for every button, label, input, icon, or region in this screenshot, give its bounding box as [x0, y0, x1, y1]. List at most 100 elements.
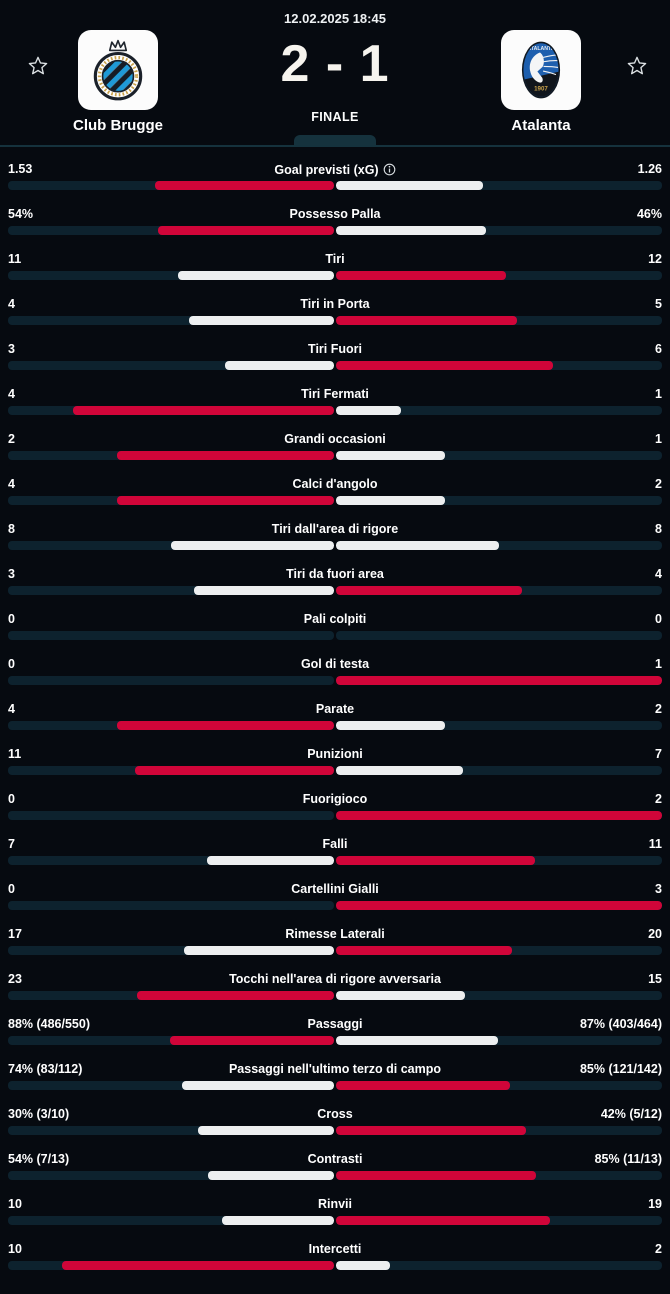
- stat-bar: [8, 721, 662, 730]
- home-team-logo[interactable]: [78, 30, 158, 110]
- stat-label-text: Gol di testa: [300, 657, 370, 671]
- away-value: 1: [655, 387, 662, 401]
- stat-bar-right-track: [336, 1081, 662, 1090]
- stat-bar-left-track: [8, 1261, 334, 1270]
- stat-label-text: Fuorigioco: [302, 792, 368, 806]
- stat-bar: [8, 361, 662, 370]
- stat-bar-right-fill: [336, 541, 499, 550]
- header-divider: [0, 145, 670, 147]
- stat-bar: [8, 1081, 662, 1090]
- stat-label-text: Tiri: [325, 252, 345, 266]
- stat-bar-right-fill: [336, 946, 513, 955]
- stat-row: 30% (3/10) Cross 42% (5/12): [0, 1100, 670, 1145]
- stat-bar: [8, 766, 662, 775]
- stat-bar-right-track: [336, 181, 662, 190]
- stat-bar-left-track: [8, 766, 334, 775]
- svg-text:ATALANTA: ATALANTA: [528, 46, 555, 52]
- stat-bar: [8, 451, 662, 460]
- home-value: 54% (7/13): [8, 1152, 70, 1166]
- stat-bar-right-fill: [336, 1216, 550, 1225]
- away-team-name[interactable]: Atalanta: [511, 117, 571, 134]
- club-brugge-crest-icon: [93, 39, 143, 101]
- home-team[interactable]: Club Brugge: [38, 30, 198, 134]
- stat-bar-left-track: [8, 316, 334, 325]
- match-status-finale: FINALE: [311, 110, 359, 124]
- away-value: 12: [648, 252, 662, 266]
- stat-bar-left-fill: [207, 856, 334, 865]
- stat-bar-left-track: [8, 181, 334, 190]
- stat-label: Rimesse Laterali: [148, 928, 522, 941]
- stat-bar-right-track: [336, 226, 662, 235]
- home-team-name[interactable]: Club Brugge: [73, 117, 163, 134]
- home-value: 3: [8, 567, 15, 581]
- stat-label: Falli: [148, 838, 522, 851]
- stat-label: Passaggi: [148, 1018, 522, 1031]
- home-value: 0: [8, 882, 15, 896]
- stat-label-text: Tiri in Porta: [300, 297, 370, 311]
- stat-bar-left-fill: [134, 766, 334, 775]
- stat-label-text: Passaggi nell'ultimo terzo di campo: [228, 1062, 442, 1076]
- stat-bar-left-fill: [136, 991, 334, 1000]
- stat-bar-right-track: [336, 1216, 662, 1225]
- home-value: 88% (486/550): [8, 1017, 91, 1031]
- favorite-star-home-icon[interactable]: [27, 55, 49, 77]
- stat-bar-right-fill: [336, 991, 465, 1000]
- stat-bar-left-track: [8, 1036, 334, 1045]
- stat-label: Cartellini Gialli: [148, 883, 522, 896]
- stat-bar-right-fill: [336, 226, 486, 235]
- away-value: 1: [655, 432, 662, 446]
- stat-label: Tocchi nell'area di rigore avversaria: [148, 973, 522, 986]
- stat-row: 11 Punizioni 7: [0, 740, 670, 785]
- stat-bar-right-track: [336, 316, 662, 325]
- stat-label-text: Intercetti: [308, 1242, 362, 1256]
- home-value: 0: [8, 657, 15, 671]
- away-value: 3: [655, 882, 662, 896]
- stat-bar-left-fill: [189, 316, 334, 325]
- stat-bar-right-fill: [336, 406, 402, 415]
- stat-label-text: Tiri Fuori: [308, 342, 362, 356]
- away-team-logo[interactable]: ATALANTA 1907: [501, 30, 581, 110]
- stat-bar: [8, 631, 662, 640]
- info-circle-icon[interactable]: [383, 163, 396, 176]
- favorite-star-away-icon[interactable]: [626, 55, 648, 77]
- stat-label-text: Goal previsti (xG): [274, 162, 379, 177]
- stat-bar-left-fill: [116, 721, 334, 730]
- stat-bar: [8, 901, 662, 910]
- stat-bar-left-fill: [182, 1081, 334, 1090]
- stat-bar: [8, 271, 662, 280]
- stat-bar: [8, 406, 662, 415]
- match-datetime: 12.02.2025 18:45: [284, 11, 386, 26]
- stat-bar-right-track: [336, 991, 662, 1000]
- home-value: 1.53: [8, 162, 33, 176]
- stat-bar-right-track: [336, 811, 662, 820]
- stat-bar-right-track: [336, 766, 662, 775]
- home-value: 10: [8, 1197, 22, 1211]
- stat-label: Tiri da fuori area: [148, 568, 522, 581]
- stat-bar-right-fill: [336, 361, 554, 370]
- stat-label: Parate: [148, 703, 522, 716]
- stat-bar: [8, 676, 662, 685]
- stat-bar: [8, 991, 662, 1000]
- stat-label-text: Punizioni: [307, 747, 363, 761]
- home-value: 0: [8, 792, 15, 806]
- stat-bar-right-fill: [336, 856, 536, 865]
- stat-bar-left-track: [8, 676, 334, 685]
- match-header: 12.02.2025 18:45 2 - 1 FINALE: [0, 0, 670, 147]
- stat-label-text: Possesso Palla: [289, 207, 381, 221]
- away-value: 8: [655, 522, 662, 536]
- home-value: 17: [8, 927, 22, 941]
- away-value: 2: [655, 1242, 662, 1256]
- stat-label-text: Tiri da fuori area: [286, 567, 384, 581]
- stat-bar-left-fill: [207, 1171, 334, 1180]
- stat-label: Tiri dall'area di rigore: [148, 523, 522, 536]
- stat-bar-right-fill: [336, 1261, 391, 1270]
- stat-bar: [8, 1171, 662, 1180]
- stat-bar: [8, 541, 662, 550]
- away-team[interactable]: ATALANTA 1907 Atalanta: [461, 30, 621, 134]
- stat-bar-right-fill: [336, 586, 523, 595]
- stat-bar-left-track: [8, 226, 334, 235]
- stat-label-text: Pali colpiti: [303, 612, 367, 626]
- stat-row: 3 Tiri Fuori 6: [0, 335, 670, 380]
- stat-row: 0 Pali colpiti 0: [0, 605, 670, 650]
- stat-bar: [8, 226, 662, 235]
